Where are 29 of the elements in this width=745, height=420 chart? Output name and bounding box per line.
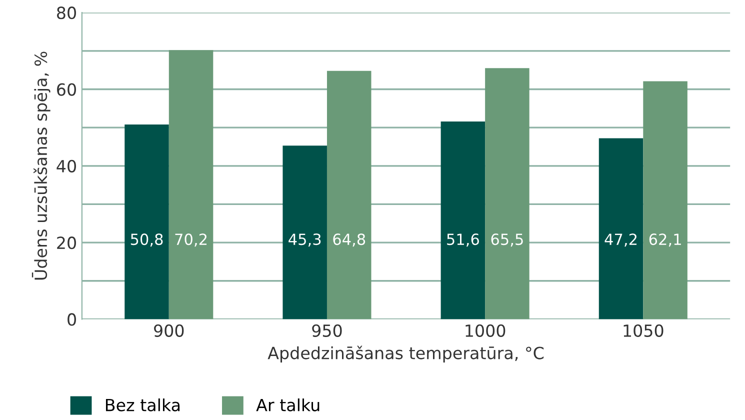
data-label: 70,2 (175, 234, 207, 247)
bar (440, 121, 486, 320)
bar (643, 81, 688, 320)
y-tick-label: 0 (68, 313, 76, 326)
data-label: 64,8 (333, 234, 366, 247)
x-tick-label: 1050 (624, 324, 664, 337)
data-label: 47,2 (604, 234, 636, 247)
x-tick-label: 950 (312, 324, 342, 337)
data-label: 50,8 (130, 234, 163, 247)
x-tick-label: 900 (154, 324, 184, 337)
bar (168, 50, 214, 320)
x-tick-label: 1000 (466, 324, 506, 337)
bar (124, 124, 169, 320)
data-label: 45,3 (288, 234, 321, 247)
y-tick-label: 80 (57, 6, 76, 20)
bar (485, 68, 530, 320)
y-tick-label: 60 (57, 83, 76, 96)
bar (282, 146, 327, 320)
bar (598, 138, 644, 320)
x-axis-title: Apdedzināšanas temperatūra, °C (268, 346, 544, 363)
legend-label: Ar talku (256, 398, 320, 412)
data-label: 65,5 (491, 234, 523, 247)
data-label: 51,6 (447, 234, 479, 247)
bar (326, 70, 372, 320)
y-tick-label: 40 (56, 160, 76, 172)
y-tick-label: 20 (57, 236, 76, 250)
legend-label: Bez talka (106, 398, 180, 412)
data-label: 62,1 (649, 234, 681, 247)
y-axis-title: Ūdens uzsūkšanas spēja, % (32, 52, 50, 280)
